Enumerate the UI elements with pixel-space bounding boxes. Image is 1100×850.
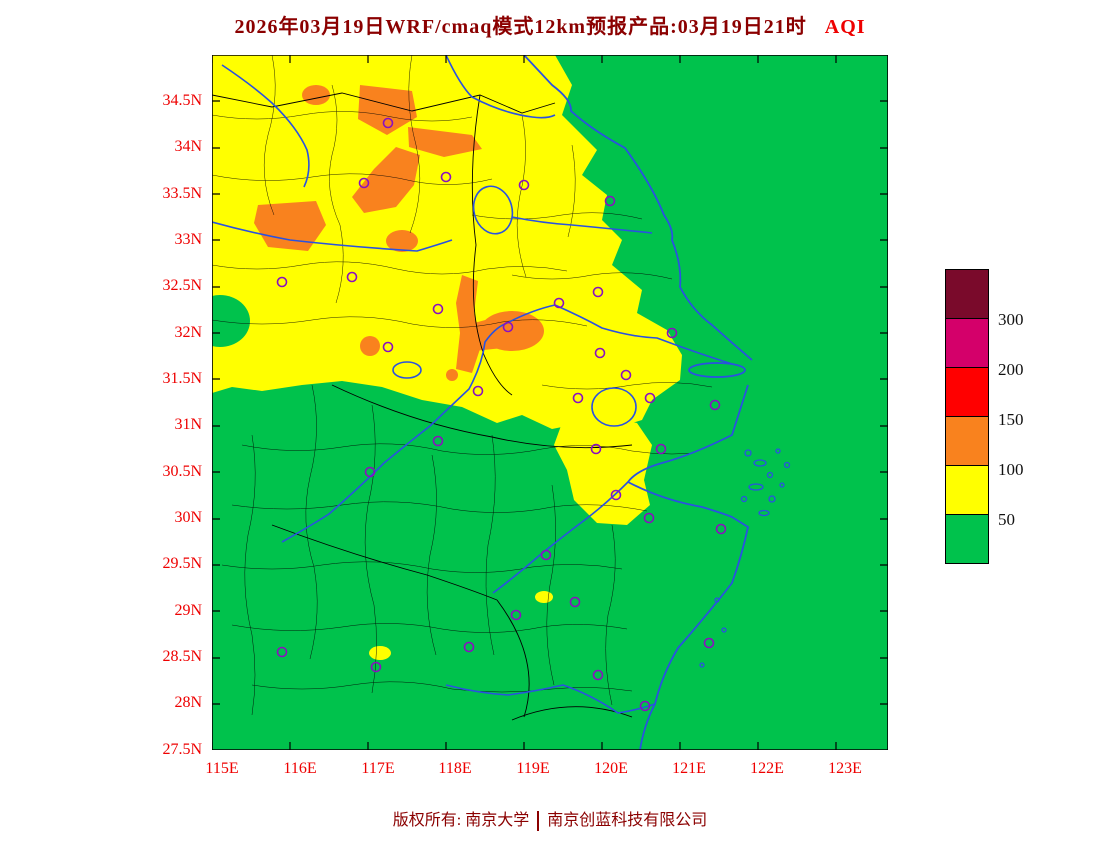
y-tick-label: 29N [174, 602, 202, 619]
copyright-left: 版权所有: 南京大学 [392, 812, 530, 829]
y-tick-label: 27.5N [162, 741, 202, 758]
qiantang-river [493, 482, 628, 593]
huai-river [212, 222, 452, 251]
copyright: 版权所有: 南京大学 南京创蓝科技有限公司 [0, 806, 1100, 832]
x-tick-label: 119E [516, 760, 550, 777]
yangtze-river [282, 305, 742, 542]
legend-label: 300 [998, 310, 1024, 329]
huai-river-east [512, 217, 652, 233]
y-tick-label: 32N [174, 324, 202, 341]
axis-ticks [212, 55, 888, 750]
legend-label: 50 [998, 510, 1015, 529]
x-tick-label: 115E [205, 760, 239, 777]
moderate-spot [369, 646, 391, 660]
x-tick-label: 120E [594, 760, 628, 777]
x-tick-label: 118E [438, 760, 472, 777]
good-intrusion [212, 295, 250, 347]
moderate-spot [535, 591, 553, 603]
y-tick-label: 34.5N [162, 92, 202, 109]
moderate-region-south [554, 415, 652, 525]
y-tick-label: 33.5N [162, 185, 202, 202]
canal-river [446, 55, 555, 118]
y-tick-label: 31.5N [162, 370, 202, 387]
title-variable-label: AQI [824, 16, 866, 38]
islands [700, 449, 790, 667]
x-tick-label: 121E [672, 760, 706, 777]
y-tick-label: 32.5N [162, 277, 202, 294]
lakes [393, 182, 636, 426]
legend-swatch-moderate [945, 465, 989, 515]
legend-swatch-good [945, 514, 989, 564]
footer-divider [537, 811, 540, 832]
coastline [524, 55, 752, 750]
legend-label: 100 [998, 460, 1024, 479]
legend-colorbar [945, 269, 989, 564]
y-tick-label: 28N [174, 694, 202, 711]
y-tick-label: 28.5N [162, 648, 202, 665]
tai-lake [592, 388, 636, 426]
x-tick-label: 123E [828, 760, 862, 777]
y-tick-label: 30N [174, 509, 202, 526]
south-river [446, 685, 655, 713]
rivers [212, 55, 742, 713]
northwest-river [222, 65, 309, 187]
y-tick-label: 33N [174, 231, 202, 248]
y-tick-label: 31N [174, 416, 202, 433]
chart-title: 2026年03月19日WRF/cmaq模式12km预报产品:03月19日21时 A… [0, 10, 1100, 39]
x-tick-label: 116E [283, 760, 317, 777]
province-boundaries [212, 93, 632, 720]
x-tick-label: 117E [361, 760, 395, 777]
chongming-island [689, 363, 745, 377]
legend-label: 200 [998, 360, 1024, 379]
chao-lake [393, 362, 421, 378]
map-plot [212, 55, 888, 750]
x-tick-label: 122E [750, 760, 784, 777]
y-tick-label: 29.5N [162, 555, 202, 572]
legend-swatch-unhealthy [945, 367, 989, 417]
city-markers [278, 119, 726, 711]
title-text: 2026年03月19日WRF/cmaq模式12km预报产品:03月19日21时 [234, 16, 807, 38]
county-boundaries [212, 55, 712, 715]
copyright-right: 南京创蓝科技有限公司 [547, 812, 708, 829]
y-tick-label: 30.5N [162, 463, 202, 480]
y-tick-label: 34N [174, 138, 202, 155]
legend-swatch-very-unhealthy [945, 318, 989, 368]
legend-swatch-hazardous [945, 269, 989, 319]
legend-label: 150 [998, 410, 1024, 429]
legend-swatch-usg [945, 416, 989, 466]
orange-patches [254, 85, 544, 381]
hongze-lake [468, 182, 517, 238]
